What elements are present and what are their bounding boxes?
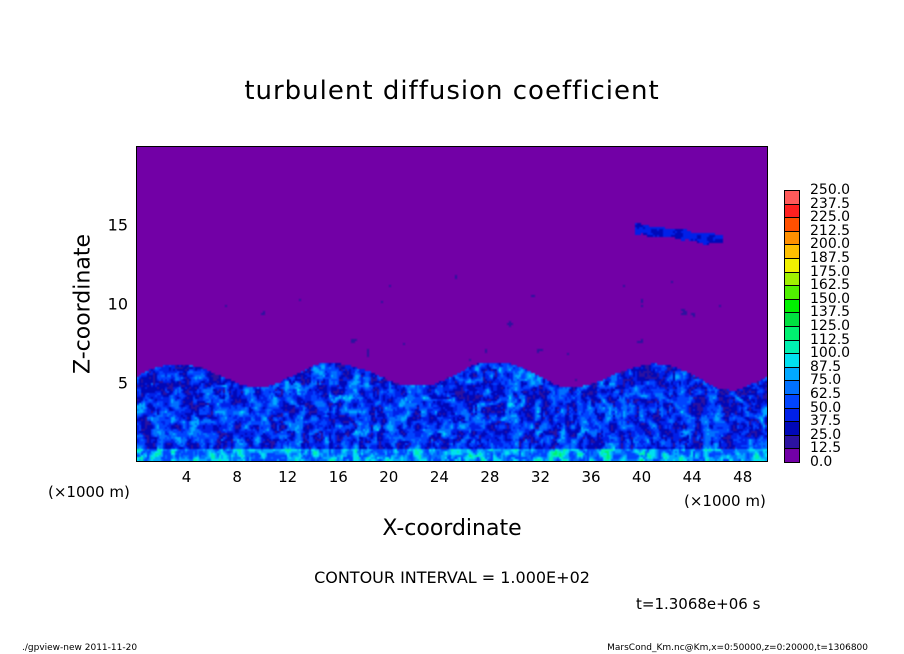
colorbar-label: 112.5 [810,331,851,348]
x-unit-label-left: (×1000 m) [48,483,130,501]
colorbar-swatch [784,203,800,219]
colorbar-swatch [784,366,800,382]
colorbar-label: 137.5 [810,304,851,321]
colorbar-label: 12.5 [810,440,842,457]
x-tick-label: 44 [682,468,702,486]
plot-frame [136,146,768,462]
heatmap-field [137,147,767,461]
colorbar-swatch [784,339,800,355]
colorbar-swatch [784,421,800,436]
y-tick-label: 5 [117,373,128,393]
contour-interval: CONTOUR INTERVAL = 1.000E+02 [314,568,590,587]
colorbar-swatch [784,312,800,327]
y-axis-label: Z-coordinate [70,234,96,374]
colorbar-swatch [784,407,800,423]
colorbar-label: 150.0 [810,290,851,307]
colorbar-swatch [784,326,800,341]
colorbar-label: 0.0 [810,454,833,470]
colorbar-label: 75.0 [810,372,842,389]
colorbar-label: 225.0 [810,209,851,226]
colorbar-label: 62.5 [810,386,842,402]
chart-title: turbulent diffusion coefficient [244,76,660,106]
colorbar-swatch [784,190,800,205]
colorbar-swatch [784,380,800,395]
colorbar-label: 125.0 [810,318,851,334]
x-unit-label-right: (×1000 m) [684,492,766,510]
colorbar-label: 200.0 [810,236,851,253]
colorbar-label: 237.5 [810,195,851,212]
colorbar-swatch [784,271,800,287]
colorbar-label: 25.0 [810,426,842,443]
colorbar-label: 37.5 [810,413,842,430]
colorbar-swatch [784,353,800,368]
colorbar-swatch [784,285,800,300]
time-label: t=1.3068e+06 s [636,595,761,613]
x-tick-label: 8 [232,468,242,486]
colorbar-label: 162.5 [810,277,851,294]
colorbar-swatch [784,434,800,450]
y-tick-label: 10 [107,294,128,314]
colorbar-label: 100.0 [810,345,851,362]
x-tick-label: 16 [328,468,348,486]
x-axis-label: X-coordinate [0,516,904,541]
colorbar-swatch [784,394,800,409]
colorbar-label: 212.5 [810,222,851,239]
colorbar-swatch [784,244,800,259]
x-tick-label: 48 [733,468,753,486]
x-tick-label: 36 [581,468,601,486]
colorbar-swatch [784,298,800,314]
colorbar-label: 175.0 [810,263,851,280]
colorbar-swatch [784,258,800,273]
colorbar-label: 187.5 [810,250,851,266]
y-tick-label: 15 [107,215,128,235]
colorbar-label: 87.5 [810,358,842,375]
footer-left: ./gpview-new 2011-11-20 [22,643,138,653]
x-tick-label: 4 [181,468,192,486]
colorbar-swatch [784,448,800,463]
colorbar-swatch [784,230,800,246]
x-axis-label-text: X-coordinate [382,516,522,541]
x-tick-label: 40 [632,468,652,486]
x-tick-label: 20 [379,468,399,486]
x-tick-label: 24 [429,468,449,486]
x-tick-label: 28 [480,468,500,486]
x-tick-label: 32 [530,468,551,486]
colorbar-label: 250.0 [810,182,851,198]
x-tick-label: 12 [278,468,298,486]
colorbar-label: 50.0 [810,399,842,416]
footer-right: MarsCond_Km.nc@Km,x=0:50000,z=0:20000,t=… [607,643,868,653]
colorbar-swatch [784,217,800,232]
